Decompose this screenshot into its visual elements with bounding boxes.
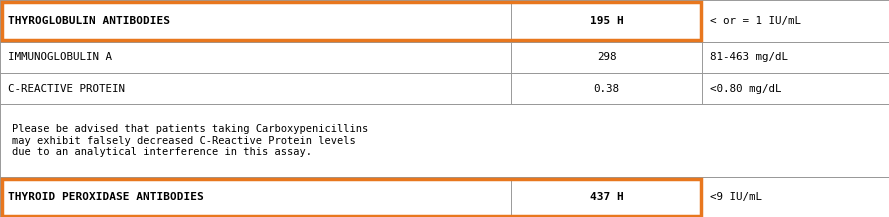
Text: THYROGLOBULIN ANTIBODIES: THYROGLOBULIN ANTIBODIES bbox=[8, 16, 170, 26]
Bar bbox=[2, 2, 701, 40]
Text: <9 IU/mL: <9 IU/mL bbox=[710, 192, 762, 202]
Text: C-REACTIVE PROTEIN: C-REACTIVE PROTEIN bbox=[8, 84, 125, 94]
Text: 81-463 mg/dL: 81-463 mg/dL bbox=[710, 52, 789, 62]
Text: Please be advised that patients taking Carboxypenicillins
may exhibit falsely de: Please be advised that patients taking C… bbox=[12, 124, 368, 158]
Bar bbox=[0, 0, 889, 42]
Bar bbox=[0, 177, 889, 217]
Bar bbox=[0, 42, 889, 73]
Bar bbox=[2, 179, 701, 215]
Text: <0.80 mg/dL: <0.80 mg/dL bbox=[710, 84, 781, 94]
Text: < or = 1 IU/mL: < or = 1 IU/mL bbox=[710, 16, 801, 26]
Text: 195 H: 195 H bbox=[590, 16, 623, 26]
Bar bbox=[0, 73, 889, 104]
Text: THYROID PEROXIDASE ANTIBODIES: THYROID PEROXIDASE ANTIBODIES bbox=[8, 192, 204, 202]
Text: 0.38: 0.38 bbox=[594, 84, 620, 94]
Text: 437 H: 437 H bbox=[590, 192, 623, 202]
Text: 298: 298 bbox=[597, 52, 616, 62]
Text: IMMUNOGLOBULIN A: IMMUNOGLOBULIN A bbox=[8, 52, 112, 62]
Bar bbox=[0, 104, 889, 177]
